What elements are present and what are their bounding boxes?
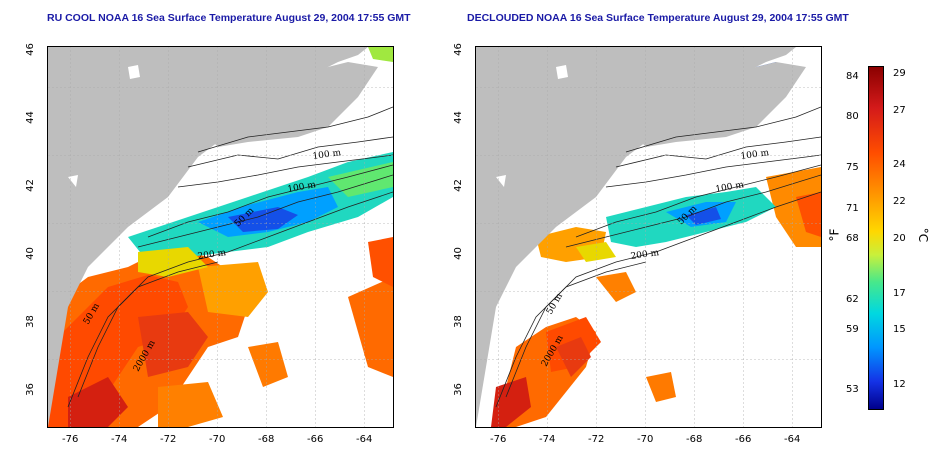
left-map-title: RU COOL NOAA 16 Sea Surface Temperature …	[47, 12, 411, 24]
x-tick: -64	[356, 434, 373, 445]
y-tick: 40	[452, 247, 464, 260]
y-tick: 46	[24, 43, 36, 56]
temperature-colorbar	[868, 66, 884, 410]
colorbar-f-label: 80	[846, 111, 859, 122]
x-tick: -68	[686, 434, 703, 445]
y-tick: 38	[24, 315, 36, 328]
colorbar-f-label: 84	[846, 71, 859, 82]
colorbar-f-label: 53	[846, 384, 859, 395]
colorbar-c-label: 15	[893, 324, 906, 335]
right-map-title: DECLOUDED NOAA 16 Sea Surface Temperatur…	[467, 12, 849, 24]
y-tick: 44	[452, 111, 464, 124]
x-tick: -72	[160, 434, 177, 445]
y-tick: 42	[24, 179, 36, 192]
y-tick: 40	[24, 247, 36, 260]
left-sst-map: 100 m 100 m 200 m 50 m 50 m 2000 m	[47, 46, 394, 428]
x-tick: -64	[784, 434, 801, 445]
contour-label: 200 m	[197, 248, 227, 262]
colorbar-c-label: 24	[893, 159, 906, 170]
colorbar-c-label: 27	[893, 105, 906, 116]
colorbar-f-label: 68	[846, 233, 859, 244]
colorbar-c-label: 22	[893, 196, 906, 207]
y-tick: 44	[24, 111, 36, 124]
y-tick: 38	[452, 315, 464, 328]
x-tick: -70	[637, 434, 654, 445]
x-tick: -74	[539, 434, 556, 445]
fahrenheit-unit: °F	[827, 228, 842, 242]
x-tick: -66	[307, 434, 324, 445]
colorbar-c-label: 20	[893, 233, 906, 244]
colorbar-c-label: 29	[893, 68, 906, 79]
right-sst-map: 100 m 100 m 200 m 50 m 50 m 2000 m	[475, 46, 822, 428]
x-tick: -66	[735, 434, 752, 445]
celsius-unit: °C	[916, 227, 931, 243]
x-tick: -70	[209, 434, 226, 445]
contour-label: 100 m	[715, 180, 745, 195]
y-tick: 36	[452, 383, 464, 396]
y-tick: 36	[24, 383, 36, 396]
x-tick: -68	[258, 434, 275, 445]
contour-label: 100 m	[740, 148, 770, 162]
colorbar-c-label: 17	[893, 288, 906, 299]
colorbar-f-label: 62	[846, 294, 859, 305]
y-tick: 42	[452, 179, 464, 192]
colorbar-f-label: 75	[846, 162, 859, 173]
x-tick: -72	[588, 434, 605, 445]
x-tick: -74	[111, 434, 128, 445]
x-tick: -76	[490, 434, 507, 445]
colorbar-c-label: 12	[893, 379, 906, 390]
colorbar-f-label: 71	[846, 203, 859, 214]
contour-label: 100 m	[287, 180, 317, 195]
x-tick: -76	[62, 434, 79, 445]
contour-label: 100 m	[312, 148, 342, 162]
contour-label: 200 m	[630, 248, 660, 262]
colorbar-f-label: 59	[846, 324, 859, 335]
y-tick: 46	[452, 43, 464, 56]
